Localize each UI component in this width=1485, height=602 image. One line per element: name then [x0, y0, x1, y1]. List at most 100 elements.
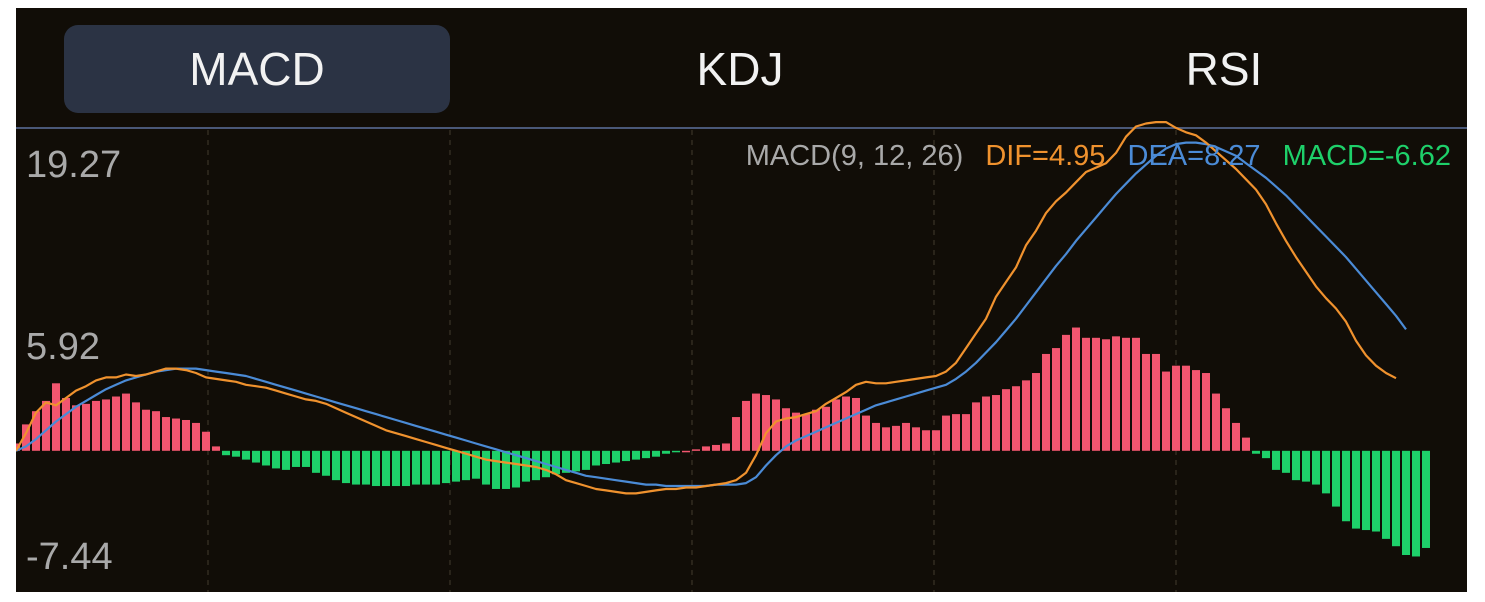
macd-histogram-bar [612, 450, 620, 463]
macd-histogram-bar [842, 396, 850, 451]
macd-histogram-bar [962, 414, 970, 451]
macd-histogram-bar [202, 431, 210, 451]
indicator-tabs: MACD KDJ RSI [16, 8, 1467, 126]
macd-histogram-bar [362, 450, 370, 485]
macd-histogram-bar [232, 450, 240, 457]
y-tick-label-mid: 5.92 [26, 326, 100, 368]
tab-macd[interactable]: MACD [64, 25, 450, 113]
macd-histogram-bar [432, 450, 440, 485]
macd-histogram-bar [322, 450, 330, 476]
macd-histogram-bar [1402, 450, 1410, 556]
macd-histogram-bar [312, 450, 320, 473]
macd-histogram-bar [692, 449, 700, 451]
macd-histogram-bar [902, 422, 910, 451]
tab-rsi[interactable]: RSI [1185, 43, 1263, 95]
macd-histogram-bar [132, 402, 140, 451]
macd-histogram-bar [802, 414, 810, 451]
macd-histogram-bar [332, 450, 340, 481]
macd-histogram-bar [592, 450, 600, 466]
macd-histogram-bar [572, 450, 580, 472]
macd-histogram-bar [272, 450, 280, 469]
macd-histogram-bar [1072, 327, 1080, 451]
tab-kdj[interactable]: KDJ [696, 43, 784, 95]
macd-histogram-bar [1022, 380, 1030, 451]
macd-histogram-bar [752, 393, 760, 451]
tabs-divider [16, 127, 1467, 129]
macd-histogram-bar [92, 400, 100, 451]
legend-dif: DIF=4.95 [985, 140, 1106, 172]
macd-histogram-bar [1412, 450, 1420, 557]
macd-histogram-bar [1102, 339, 1110, 451]
macd-histogram-bar [1202, 373, 1210, 451]
macd-histogram-bar [142, 409, 150, 451]
macd-histogram-bar [162, 417, 170, 451]
macd-histogram-bar [1422, 450, 1430, 548]
macd-histogram-bar [672, 450, 680, 453]
macd-histogram-bar [1212, 393, 1220, 451]
chart-legend: MACD(9, 12, 26) DIF=4.95 DEA=8.27 MACD=-… [746, 140, 1451, 173]
macd-histogram-bar [992, 395, 1000, 451]
legend-macd: MACD=-6.62 [1282, 140, 1451, 172]
macd-histogram-bar [352, 450, 360, 485]
macd-histogram-bar [102, 399, 110, 451]
macd-histogram-bar [472, 450, 480, 479]
macd-histogram-bar [632, 450, 640, 460]
macd-histogram-bar [1342, 450, 1350, 522]
macd-histogram-bar [22, 424, 30, 451]
macd-histogram-bar [892, 425, 900, 451]
macd-histogram-bar [452, 450, 460, 482]
y-tick-label-bottom: -7.44 [26, 536, 113, 578]
macd-histogram-bar [1222, 408, 1230, 451]
macd-histogram-bar [922, 430, 930, 451]
macd-histogram-bar [1232, 422, 1240, 451]
macd-histogram-bar [1172, 365, 1180, 451]
macd-histogram-bar [1362, 450, 1370, 531]
macd-histogram-bar [492, 450, 500, 489]
macd-histogram-bar [1332, 450, 1340, 507]
macd-histogram-bar [702, 446, 710, 451]
macd-histogram-bar [812, 409, 820, 451]
macd-histogram-bar [242, 450, 250, 460]
macd-histogram-bar [972, 402, 980, 451]
macd-histogram-bar [462, 450, 470, 481]
macd-histogram-bar [1312, 450, 1320, 485]
macd-histogram-bar [402, 450, 410, 487]
macd-histogram-bar [1252, 450, 1260, 454]
macd-histogram-bar [1372, 450, 1380, 532]
macd-histogram-bar [1152, 353, 1160, 451]
y-tick-label-top: 19.27 [26, 144, 122, 186]
macd-histogram-bar [112, 396, 120, 451]
macd-histogram-bar [1382, 450, 1390, 539]
macd-histogram-bar [1242, 437, 1250, 451]
macd-histogram-bar [532, 450, 540, 481]
macd-histogram-bar [662, 450, 670, 454]
macd-histogram-bar [652, 450, 660, 457]
macd-histogram-bar [52, 383, 60, 451]
macd-histogram-bar [942, 415, 950, 451]
macd-chart[interactable] [16, 8, 1467, 592]
legend-params: MACD(9, 12, 26) [745, 140, 964, 172]
macd-histogram-bar [722, 443, 730, 451]
macd-histogram-bar [1092, 337, 1100, 451]
macd-histogram-bar [72, 405, 80, 451]
macd-histogram-bar [42, 400, 50, 451]
macd-histogram-bar [852, 397, 860, 451]
macd-histogram-bar [292, 450, 300, 467]
macd-histogram-bar [1292, 450, 1300, 481]
macd-histogram-bar [1162, 371, 1170, 451]
macd-histogram-bar [1002, 389, 1010, 451]
macd-histogram-bar [252, 450, 260, 463]
macd-histogram-bar [1112, 336, 1120, 451]
macd-histogram-bar [482, 450, 490, 485]
macd-histogram-bar [742, 400, 750, 451]
macd-histogram-bar [1142, 353, 1150, 451]
macd-histogram-bar [1352, 450, 1360, 529]
macd-histogram-bar [882, 427, 890, 451]
macd-histogram-bar [1272, 450, 1280, 470]
macd-histogram-bar [1052, 348, 1060, 451]
macd-histogram-bar [82, 403, 90, 451]
macd-indicator-panel: MACD KDJ RSI 19.27 5.92 -7.44 MACD(9, 12… [16, 8, 1467, 592]
macd-histogram-bar [982, 396, 990, 451]
macd-histogram-bar [582, 450, 590, 470]
macd-histogram-bar [562, 450, 570, 473]
